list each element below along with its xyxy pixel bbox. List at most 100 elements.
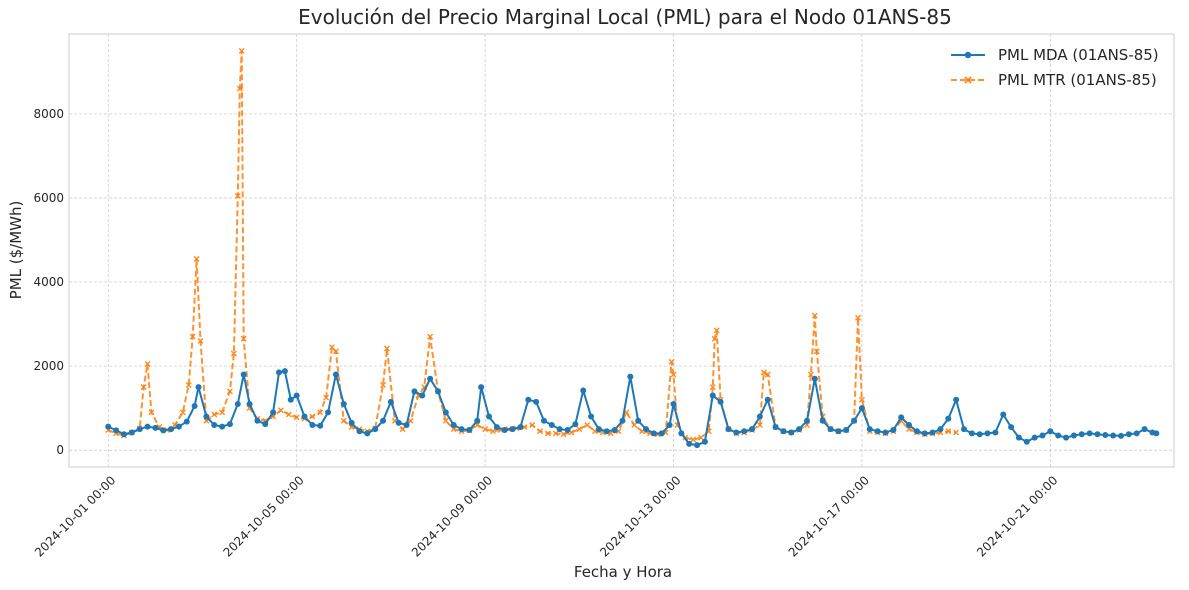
mda-point [882,429,889,436]
mda-point [1141,426,1148,433]
mda-point [427,375,434,382]
mda-point [1000,411,1007,418]
mda-point [611,427,618,434]
mtr-point [489,428,496,435]
x-tick-label: 2024-10-17 00:00 [786,473,872,559]
mtr-point [285,411,292,418]
mtr-point [189,333,196,340]
mda-point [493,424,500,431]
mda-point [1110,432,1117,439]
mtr-point [427,333,434,340]
mda-point [387,398,394,405]
mtr-point [711,335,718,342]
mda-point [960,426,967,433]
mda-point [564,427,571,434]
mda-point [858,405,865,412]
mda-point [120,431,127,438]
mtr-point [552,430,559,437]
mda-point [403,421,410,428]
mda-point [1023,438,1030,445]
mtr-point [760,369,767,376]
mda-point [203,413,210,420]
mtr-point [332,348,339,355]
mda-point [525,396,532,403]
mda-point [348,419,355,426]
y-tick-label: 0 [56,443,64,457]
mda-point [270,409,277,416]
legend-mda-label: PML MDA (01ANS-85) [998,46,1159,64]
mda-point [234,400,241,407]
mda-point [411,388,418,395]
mda-point [709,392,716,399]
mtr-point [450,426,457,433]
mtr-point [560,431,567,438]
mda-point [287,396,294,403]
mda-point [533,398,540,405]
mda-point [136,426,143,433]
mtr-point [230,350,237,357]
mtr-point [144,361,151,367]
mda-point [293,392,300,399]
mda-point [1008,424,1015,431]
mda-point [509,426,516,433]
mda-point [686,440,693,447]
mda-point [211,421,218,428]
mda-point [819,417,826,424]
mda-point [984,430,991,437]
mda-point [580,387,587,394]
mtr-point [945,428,952,435]
mda-point [749,426,756,433]
mtr-point [323,394,330,401]
y-tick-label: 4000 [33,275,64,289]
mda-point [356,428,363,435]
mda-point [635,417,642,424]
mda-point [474,417,481,424]
mda-point [254,417,261,424]
mda-point [788,429,795,436]
mda-point [458,426,465,433]
mda-point [226,421,233,428]
x-tick-label: 2024-10-09 00:00 [409,473,495,559]
mda-point [183,418,190,425]
mda-point [548,421,555,428]
mtr-point [811,312,818,319]
mtr-point [576,426,583,433]
y-tick-label: 2000 [33,359,64,373]
mda-point [937,426,944,433]
mda-point [1047,428,1054,435]
mda-point [725,426,732,433]
mda-point [1070,432,1077,439]
mda-point [191,403,198,410]
mtr-point [193,255,200,262]
mtr-point [807,371,814,378]
mda-point [811,375,818,382]
mda-point [992,429,999,436]
mda-point [572,421,579,428]
mda-point [1102,432,1109,439]
mda-point [1133,430,1140,437]
mtr-point [197,337,204,344]
mda-point [1063,434,1070,441]
mda-point [442,409,449,416]
mtr-point [317,409,324,416]
mda-point [219,423,226,430]
mda-point [434,388,441,395]
mda-point [128,429,135,436]
mtr-point [185,382,192,389]
mda-point [450,421,457,428]
mtr-point [240,335,247,342]
mda-point [1094,431,1101,438]
mda-point [276,369,283,376]
mda-point [1039,432,1046,439]
mtr-point [709,384,716,391]
mtr-point [236,85,243,92]
mtr-point [399,426,406,433]
mda-point [246,400,253,407]
mda-point [168,426,175,433]
mda-point [701,438,708,445]
mda-point [1078,431,1085,438]
mtr-point [537,428,544,435]
mda-point [262,421,269,428]
mtr-point [584,421,591,428]
mda-point [780,428,787,435]
